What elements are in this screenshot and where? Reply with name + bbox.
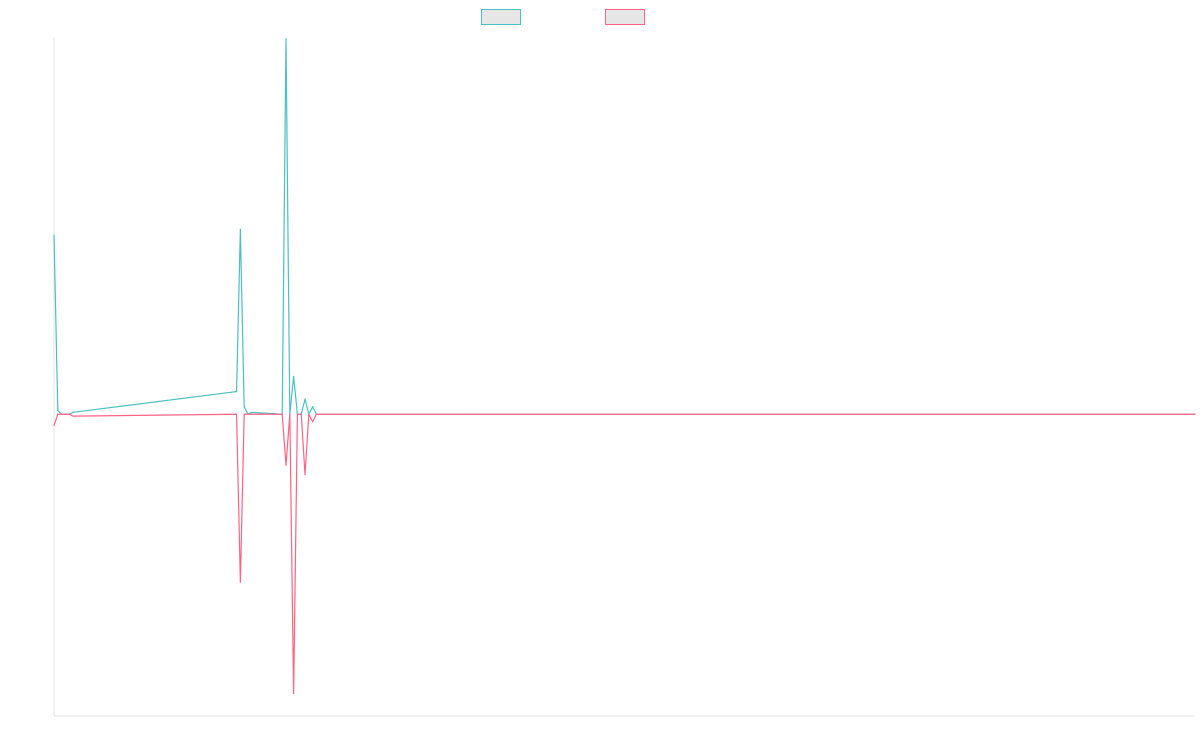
data-point[interactable] [235, 413, 238, 415]
data-point[interactable] [239, 228, 241, 230]
data-point[interactable] [247, 413, 249, 415]
data-point[interactable] [53, 234, 55, 236]
data-point[interactable] [1194, 413, 1196, 415]
data-point[interactable] [64, 413, 67, 415]
legend-swatch-series-1[interactable] [481, 9, 521, 25]
data-point[interactable] [293, 692, 295, 694]
data-point[interactable] [243, 406, 245, 408]
data-point[interactable] [251, 411, 253, 413]
data-point[interactable] [315, 413, 318, 415]
data-point[interactable] [289, 413, 291, 415]
data-point[interactable] [72, 411, 74, 413]
data-point[interactable] [251, 413, 253, 415]
series-line-2 [53, 413, 1195, 694]
data-point[interactable] [319, 413, 321, 415]
data-point[interactable] [285, 38, 287, 40]
data-point[interactable] [312, 421, 314, 423]
data-point[interactable] [304, 473, 306, 476]
data-point[interactable] [53, 424, 55, 427]
data-point[interactable] [68, 413, 70, 415]
data-point[interactable] [57, 413, 59, 415]
data-point[interactable] [57, 409, 59, 412]
series-layer [53, 38, 1196, 694]
series-line-1 [53, 38, 1195, 415]
data-point[interactable] [235, 390, 238, 393]
data-point[interactable] [285, 464, 287, 466]
data-point[interactable] [239, 581, 241, 583]
data-point[interactable] [308, 413, 310, 415]
data-point[interactable] [296, 413, 299, 415]
legend [0, 0, 1200, 34]
data-point[interactable] [243, 413, 245, 415]
data-point[interactable] [293, 375, 295, 378]
data-point[interactable] [72, 415, 74, 417]
data-point[interactable] [281, 413, 283, 415]
data-point[interactable] [61, 413, 63, 415]
data-point[interactable] [304, 398, 306, 400]
data-point[interactable] [464, 413, 466, 415]
legend-swatch-series-2[interactable] [605, 9, 645, 25]
data-point[interactable] [312, 406, 314, 408]
data-point[interactable] [300, 413, 302, 415]
